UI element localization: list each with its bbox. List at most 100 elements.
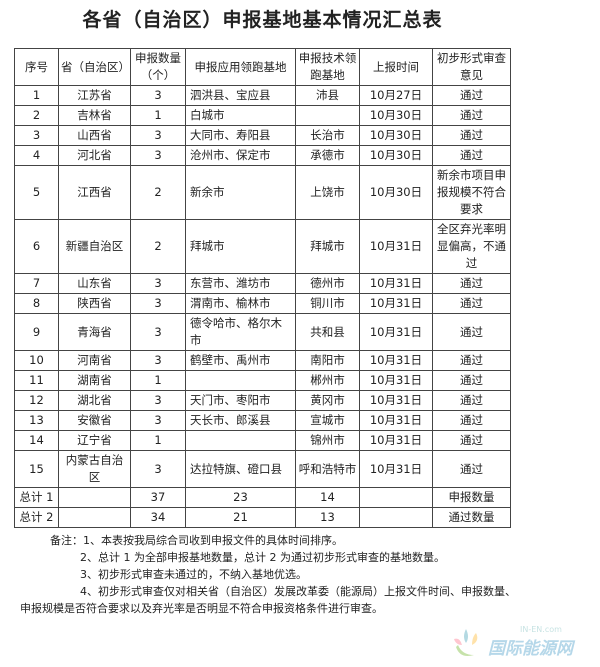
table-cell: 15 [14,450,59,488]
table-cell: 南阳市 [295,350,360,371]
table-cell: 通过 [432,410,511,431]
table-cell: 37 [130,487,186,508]
header-cell: 申报应用领跑基地 [185,48,296,86]
table-row: 2 吉林省 1 白城市 10月30日 通过 [14,105,511,126]
table-cell: 共和县 [295,313,360,351]
table-row: 6 新疆自治区 2 拜城市 拜城市 10月31日 全区弃光率明显偏高，不通过 [14,219,511,274]
table-cell: 11 [14,370,59,391]
table-cell: 郴州市 [295,370,360,391]
table-cell [58,507,131,528]
table-cell: 通过 [432,105,511,126]
table-cell: 新余市项目申报规模不符合要求 [432,165,511,220]
note-line: 2、总计 1 为全部申报基地数量，总计 2 为通过初步形式审查的基地数量。 [80,551,445,564]
table-cell: 通过数量 [432,507,511,528]
table-cell: 9 [14,313,59,351]
table-cell: 10月31日 [359,219,433,274]
table-cell: 宣城市 [295,410,360,431]
table-cell: 通过 [432,293,511,314]
table-cell: 通过 [432,145,511,166]
table-cell: 湖北省 [58,390,131,411]
table-cell: 10月31日 [359,313,433,351]
table-cell: 8 [14,293,59,314]
watermark-sub: IN-EN.com [520,625,562,634]
table-row: 13 安徽省 3 天长市、郎溪县 宣城市 10月31日 通过 [14,410,511,431]
table-cell: 沛县 [295,85,360,106]
table-cell [359,507,433,528]
table-cell: 10 [14,350,59,371]
watermark-logo: IN-EN.com 国际能源网 [450,623,580,663]
table-cell: 达拉特旗、磴口县 [185,450,296,488]
table-cell: 1 [130,370,186,391]
note-line: 备注：1、本表按我局综合司收到申报文件的具体时间排序。 [50,534,343,547]
table-cell: 10月31日 [359,390,433,411]
table-cell: 2 [130,219,186,274]
table-cell: 10月31日 [359,293,433,314]
table-cell: 全区弃光率明显偏高，不通过 [432,219,511,274]
table-cell: 拜城市 [185,219,296,274]
table-cell: 13 [14,410,59,431]
table-cell: 通过 [432,350,511,371]
table-cell: 渭南市、榆林市 [185,293,296,314]
table-cell: 2 [14,105,59,126]
table-cell: 10月31日 [359,370,433,391]
table-cell: 大同市、寿阳县 [185,125,296,146]
table-cell: 通过 [432,450,511,488]
table-cell: 陕西省 [58,293,131,314]
table-cell: 10月31日 [359,410,433,431]
table-cell: 3 [130,410,186,431]
table-row: 7 山东省 3 东营市、潍坊市 德州市 10月31日 通过 [14,273,511,294]
table-cell: 14 [295,487,360,508]
table-cell: 河北省 [58,145,131,166]
table-cell: 3 [130,273,186,294]
table-cell: 长治市 [295,125,360,146]
table-cell: 青海省 [58,313,131,351]
table-cell: 总计 2 [14,507,59,528]
watermark-text: 国际能源网 [488,639,573,659]
table-cell: 新疆自治区 [58,219,131,274]
table-cell: 德州市 [295,273,360,294]
table-cell: 5 [14,165,59,220]
table-cell: 3 [130,85,186,106]
table-cell: 6 [14,219,59,274]
note-line: 3、初步形式审查未通过的，不纳入基地优选。 [80,568,307,581]
table-cell: 山东省 [58,273,131,294]
table-cell: 21 [185,507,296,528]
table-cell: 天门市、枣阳市 [185,390,296,411]
table-cell: 2 [130,165,186,220]
table-cell: 7 [14,273,59,294]
table-row: 12 湖北省 3 天门市、枣阳市 黄冈市 10月31日 通过 [14,390,511,411]
table-row: 14 辽宁省 1 锦州市 10月31日 通过 [14,430,511,451]
header-cell: 序号 [14,48,59,86]
table-row: 1 江苏省 3 泗洪县、宝应县 沛县 10月27日 通过 [14,85,511,106]
header-cell: 省（自治区） [58,48,131,86]
table-cell [58,487,131,508]
table-cell: 泗洪县、宝应县 [185,85,296,106]
notes: 备注：1、本表按我局综合司收到申报文件的具体时间排序。 2、总计 1 为全部申报… [20,532,580,617]
table-cell: 10月27日 [359,85,433,106]
table-cell: 德令哈市、格尔木市 [185,313,296,351]
table-cell: 1 [130,105,186,126]
table-cell: 通过 [432,390,511,411]
table-cell: 23 [185,487,296,508]
table-cell: 10月31日 [359,430,433,451]
table-cell: 10月30日 [359,165,433,220]
table-row: 4 河北省 3 沧州市、保定市 承德市 10月30日 通过 [14,145,511,166]
table-cell: 锦州市 [295,430,360,451]
table-cell: 黄冈市 [295,390,360,411]
table-cell: 拜城市 [295,219,360,274]
table-cell: 总计 1 [14,487,59,508]
table-cell [295,105,360,126]
table-cell: 3 [130,125,186,146]
table-cell: 河南省 [58,350,131,371]
table-cell: 4 [14,145,59,166]
table-cell: 3 [130,350,186,371]
summary-table: 序号 省（自治区） 申报数量（个） 申报应用领跑基地 申报技术领跑基地 上报时间… [14,48,511,528]
table-cell: 江苏省 [58,85,131,106]
table-row: 5 江西省 2 新余市 上饶市 10月30日 新余市项目申报规模不符合要求 [14,165,511,220]
page-title: 各省（自治区）申报基地基本情况汇总表 [82,9,443,31]
table-row: 11 湖南省 1 郴州市 10月31日 通过 [14,370,511,391]
table-cell: 14 [14,430,59,451]
table-cell: 沧州市、保定市 [185,145,296,166]
table-cell: 呼和浩特市 [295,450,360,488]
